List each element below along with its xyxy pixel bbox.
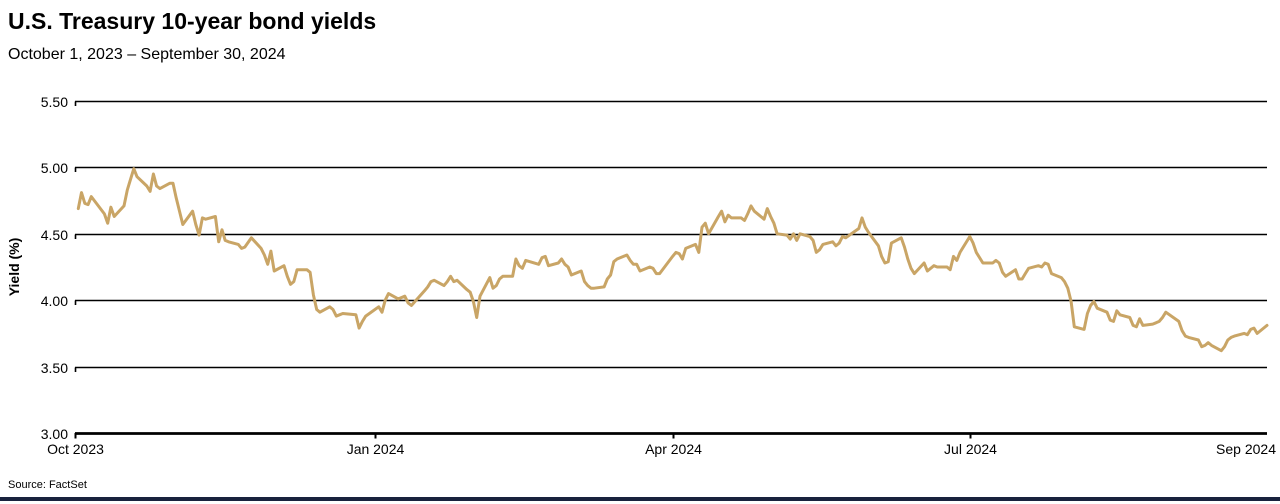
page-title: U.S. Treasury 10-year bond yields xyxy=(8,8,377,34)
y-tick-label: 5.50 xyxy=(40,93,68,110)
x-tick-label: Jan 2024 xyxy=(346,441,405,457)
x-tick-label: Apr 2024 xyxy=(645,441,702,457)
source-note: Source: FactSet xyxy=(8,479,87,491)
y-tick-label: 4.00 xyxy=(40,292,68,309)
x-tick-label: Oct 2023 xyxy=(47,441,104,457)
footer-bar xyxy=(0,497,1280,501)
x-tick-label: Sep 2024 xyxy=(1216,441,1276,457)
yield-line xyxy=(76,167,1269,353)
page-subtitle: October 1, 2023 – September 30, 2024 xyxy=(8,46,286,63)
y-tick-label: 5.00 xyxy=(40,159,68,176)
y-tick-label: 3.50 xyxy=(40,359,68,376)
y-tick-label: 3.00 xyxy=(40,425,68,442)
y-tick-label: 4.50 xyxy=(40,226,68,243)
y-axis-title: Yield (%) xyxy=(6,237,22,297)
x-tick-label: Jul 2024 xyxy=(944,441,997,457)
